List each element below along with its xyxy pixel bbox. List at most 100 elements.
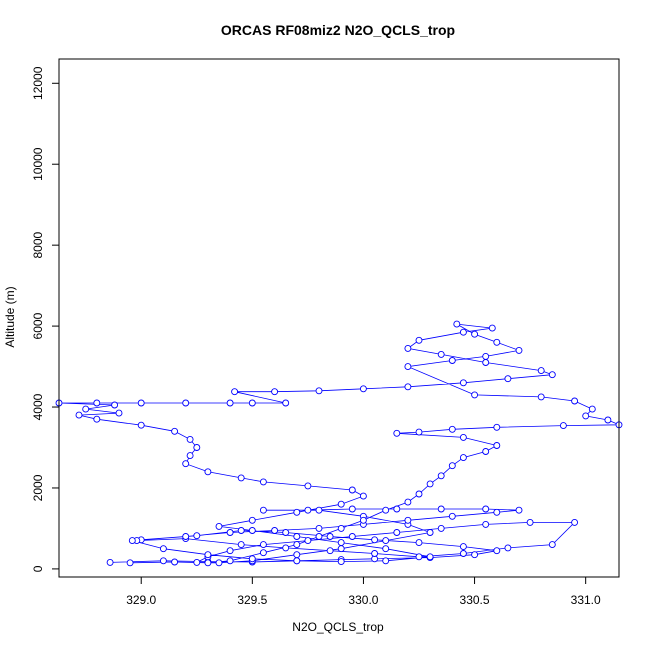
chart-title: ORCAS RF08miz2 N2O_QCLS_trop [221, 22, 455, 38]
y-tick-label: 6000 [31, 312, 45, 339]
data-point [159, 557, 167, 565]
y-tick-label: 8000 [31, 231, 45, 258]
y-axis-label: Altitude (m) [3, 286, 17, 347]
data-point [404, 498, 412, 506]
data-point [337, 539, 345, 547]
data-point [115, 409, 123, 417]
data-point [137, 421, 145, 429]
data-point [488, 324, 496, 332]
data-point [448, 462, 456, 470]
data-point [471, 330, 479, 338]
data-point [453, 320, 461, 328]
data-point [215, 522, 223, 530]
data-point [204, 559, 212, 567]
data-point [171, 427, 179, 435]
data-point [471, 551, 479, 559]
data-point [259, 506, 267, 514]
x-tick-label: 329.5 [237, 593, 267, 607]
data-point [515, 346, 523, 354]
data-point [271, 388, 279, 396]
data-point [459, 379, 467, 387]
data-point [415, 428, 423, 436]
series-layer [55, 320, 623, 567]
data-point [504, 375, 512, 383]
data-point [493, 423, 501, 431]
data-point [106, 558, 114, 566]
data-point [559, 422, 567, 430]
x-tick-label: 331.0 [571, 593, 601, 607]
y-tick-label: 10000 [31, 147, 45, 181]
x-axis-label: N2O_QCLS_trop [292, 620, 384, 634]
data-point [548, 371, 556, 379]
data-point [215, 559, 223, 567]
data-point [437, 350, 445, 358]
x-tick-label: 330.0 [348, 593, 378, 607]
data-point [248, 516, 256, 524]
x-axis: 329.0 329.5 330.0 330.5 331.0 [126, 576, 601, 607]
data-point [193, 444, 201, 451]
data-point [404, 516, 412, 524]
data-point [231, 388, 239, 396]
data-point [426, 480, 434, 488]
data-point [282, 399, 290, 407]
data-point [493, 338, 501, 346]
x-tick-label: 330.5 [460, 593, 490, 607]
data-point [348, 486, 356, 494]
data-point [348, 505, 356, 513]
data-point [93, 399, 101, 407]
data-point [537, 393, 545, 401]
y-tick-label: 4000 [31, 393, 45, 420]
data-point [237, 541, 245, 549]
data-point [371, 536, 379, 544]
data-point [259, 541, 267, 549]
data-point [459, 550, 467, 557]
data-point [382, 545, 390, 553]
data-point [315, 387, 323, 395]
x-tick-label: 329.0 [126, 593, 156, 607]
data-point [293, 557, 301, 565]
data-point [337, 524, 345, 532]
data-point [493, 508, 501, 516]
data-point [393, 529, 401, 536]
data-point [582, 412, 590, 420]
data-point [426, 529, 434, 536]
data-point [404, 344, 412, 352]
data-point [182, 533, 190, 540]
plot-frame [58, 58, 620, 578]
data-point [415, 553, 423, 561]
data-point [482, 448, 490, 455]
data-point [293, 541, 301, 549]
data-point [382, 557, 390, 565]
data-point [315, 506, 323, 514]
data-point [204, 551, 212, 559]
data-point [128, 537, 136, 545]
y-axis: 0 2000 4000 6000 8000 10000 12000 [31, 66, 60, 572]
data-point [493, 442, 501, 449]
data-point [393, 505, 401, 513]
data-point [237, 527, 245, 534]
data-point [282, 529, 290, 536]
data-point [604, 416, 612, 424]
data-point [315, 533, 323, 540]
data-point [459, 328, 467, 336]
data-point [226, 529, 234, 536]
data-point [282, 544, 290, 552]
data-point [226, 557, 234, 565]
data-point [226, 399, 234, 407]
data-point [482, 505, 490, 513]
data-point [588, 405, 596, 413]
data-point [326, 547, 334, 555]
data-point [237, 474, 245, 482]
data-point [459, 543, 467, 551]
data-point [437, 505, 445, 513]
data-point [515, 506, 523, 514]
data-point [204, 468, 212, 476]
data-point [182, 460, 190, 468]
data-point [126, 559, 134, 567]
data-point [293, 551, 301, 559]
y-tick-label: 2000 [31, 474, 45, 501]
data-point [337, 545, 345, 553]
data-point [415, 539, 423, 547]
data-point [271, 527, 279, 534]
